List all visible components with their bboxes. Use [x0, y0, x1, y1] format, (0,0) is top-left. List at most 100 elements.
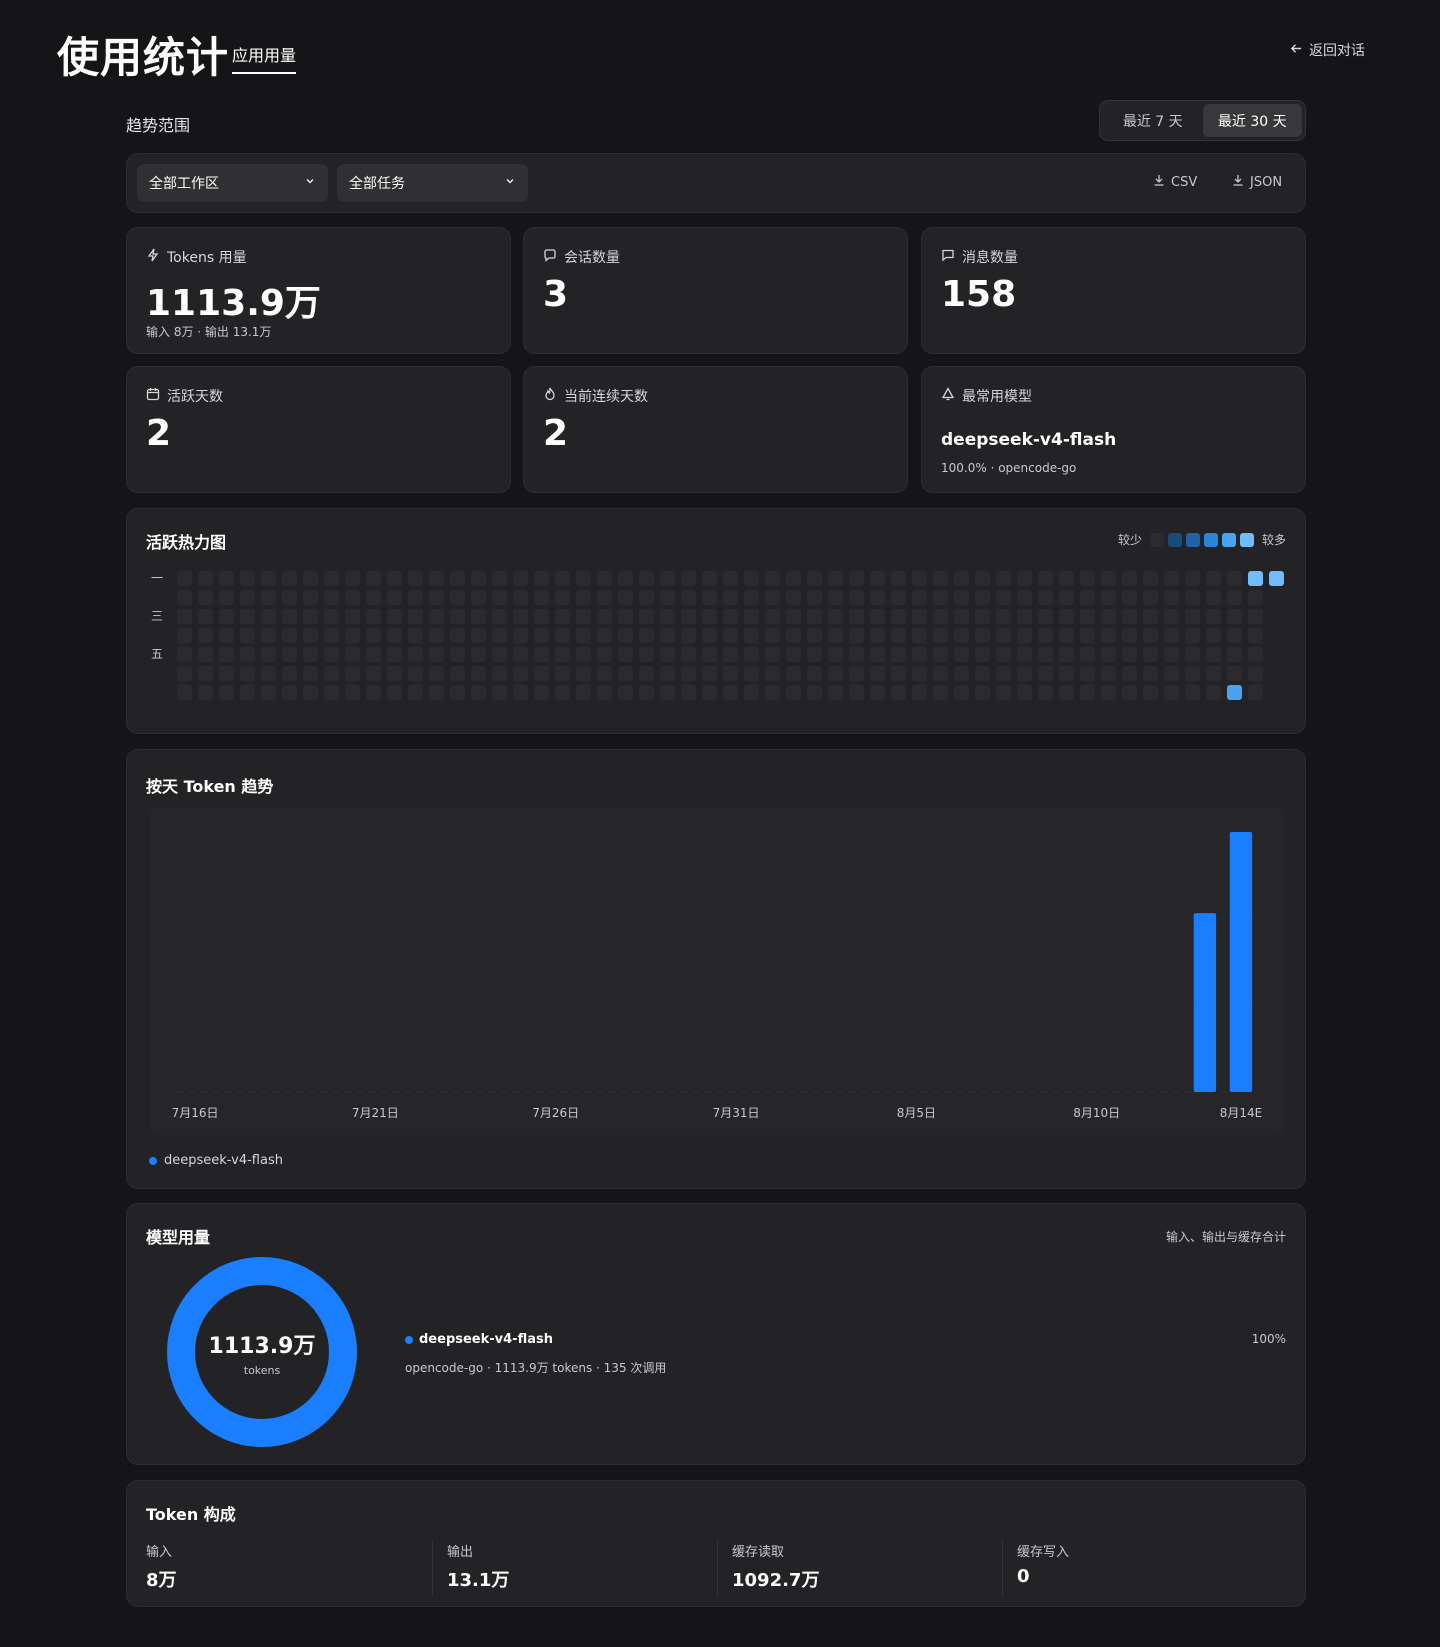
heatmap-cell[interactable] [1038, 685, 1053, 700]
heatmap-cell[interactable] [912, 590, 927, 605]
heatmap-cell[interactable] [1248, 571, 1263, 586]
heatmap-cell[interactable] [576, 628, 591, 643]
heatmap-cell[interactable] [219, 628, 234, 643]
heatmap-cell[interactable] [639, 647, 654, 662]
heatmap-cell[interactable] [366, 609, 381, 624]
heatmap-cell[interactable] [975, 609, 990, 624]
heatmap-cell[interactable] [534, 666, 549, 681]
heatmap-cell[interactable] [387, 666, 402, 681]
heatmap-cell[interactable] [576, 590, 591, 605]
heatmap-cell[interactable] [618, 628, 633, 643]
heatmap-cell[interactable] [1038, 609, 1053, 624]
heatmap-cell[interactable] [1269, 571, 1284, 586]
heatmap-cell[interactable] [849, 647, 864, 662]
heatmap-cell[interactable] [387, 590, 402, 605]
donut-slice[interactable] [167, 1257, 357, 1447]
heatmap-cell[interactable] [345, 628, 360, 643]
heatmap-cell[interactable] [1248, 685, 1263, 700]
heatmap-cell[interactable] [177, 647, 192, 662]
heatmap-cell[interactable] [1164, 666, 1179, 681]
heatmap-cell[interactable] [744, 571, 759, 586]
heatmap-cell[interactable] [1122, 666, 1137, 681]
heatmap-cell[interactable] [513, 590, 528, 605]
heatmap-cell[interactable] [639, 685, 654, 700]
heatmap-cell[interactable] [1038, 647, 1053, 662]
heatmap-cell[interactable] [975, 647, 990, 662]
heatmap-cell[interactable] [891, 666, 906, 681]
heatmap-cell[interactable] [954, 609, 969, 624]
heatmap-cell[interactable] [534, 628, 549, 643]
heatmap-cell[interactable] [1101, 666, 1116, 681]
heatmap-cell[interactable] [639, 666, 654, 681]
heatmap-cell[interactable] [1143, 609, 1158, 624]
heatmap-cell[interactable] [1206, 628, 1221, 643]
heatmap-cell[interactable] [366, 590, 381, 605]
heatmap-cell[interactable] [807, 685, 822, 700]
heatmap-cell[interactable] [702, 609, 717, 624]
heatmap-cell[interactable] [828, 685, 843, 700]
heatmap-cell[interactable] [975, 590, 990, 605]
heatmap-cell[interactable] [744, 685, 759, 700]
heatmap-cell[interactable] [408, 666, 423, 681]
heatmap-cell[interactable] [177, 685, 192, 700]
heatmap-cell[interactable] [450, 609, 465, 624]
heatmap-cell[interactable] [345, 666, 360, 681]
heatmap-cell[interactable] [639, 628, 654, 643]
heatmap-cell[interactable] [618, 666, 633, 681]
heatmap-cell[interactable] [681, 628, 696, 643]
chart-bar[interactable] [1193, 913, 1217, 1092]
heatmap-cell[interactable] [744, 609, 759, 624]
heatmap-cell[interactable] [891, 647, 906, 662]
heatmap-cell[interactable] [1164, 628, 1179, 643]
heatmap-cell[interactable] [912, 628, 927, 643]
heatmap-cell[interactable] [702, 571, 717, 586]
heatmap-cell[interactable] [1017, 628, 1032, 643]
heatmap-cell[interactable] [492, 666, 507, 681]
heatmap-cell[interactable] [891, 685, 906, 700]
heatmap-cell[interactable] [933, 609, 948, 624]
heatmap-cell[interactable] [996, 647, 1011, 662]
back-to-chat-link[interactable]: 返回对话 [1290, 40, 1365, 60]
heatmap-cell[interactable] [765, 571, 780, 586]
heatmap-cell[interactable] [1017, 666, 1032, 681]
heatmap-cell[interactable] [282, 628, 297, 643]
heatmap-cell[interactable] [1164, 571, 1179, 586]
heatmap-cell[interactable] [219, 666, 234, 681]
heatmap-cell[interactable] [261, 647, 276, 662]
heatmap-cell[interactable] [1017, 590, 1032, 605]
heatmap-cell[interactable] [261, 685, 276, 700]
heatmap-cell[interactable] [1101, 628, 1116, 643]
heatmap-cell[interactable] [1122, 609, 1137, 624]
heatmap-cell[interactable] [870, 685, 885, 700]
heatmap-cell[interactable] [1185, 666, 1200, 681]
heatmap-cell[interactable] [912, 571, 927, 586]
heatmap-cell[interactable] [828, 590, 843, 605]
heatmap-cell[interactable] [1017, 609, 1032, 624]
chart-bar[interactable] [1229, 832, 1253, 1092]
heatmap-cell[interactable] [303, 628, 318, 643]
heatmap-cell[interactable] [534, 571, 549, 586]
heatmap-cell[interactable] [1185, 571, 1200, 586]
heatmap-cell[interactable] [1122, 685, 1137, 700]
heatmap-cell[interactable] [1143, 571, 1158, 586]
heatmap-cell[interactable] [954, 685, 969, 700]
heatmap-cell[interactable] [618, 685, 633, 700]
heatmap-cell[interactable] [408, 685, 423, 700]
heatmap-cell[interactable] [513, 666, 528, 681]
heatmap-cell[interactable] [912, 609, 927, 624]
heatmap-cell[interactable] [1206, 609, 1221, 624]
heatmap-cell[interactable] [870, 590, 885, 605]
heatmap-cell[interactable] [618, 590, 633, 605]
heatmap-cell[interactable] [849, 609, 864, 624]
heatmap-cell[interactable] [324, 666, 339, 681]
heatmap-cell[interactable] [261, 628, 276, 643]
heatmap-cell[interactable] [492, 590, 507, 605]
heatmap-cell[interactable] [1038, 590, 1053, 605]
heatmap-cell[interactable] [1206, 685, 1221, 700]
heatmap-cell[interactable] [681, 647, 696, 662]
heatmap-cell[interactable] [261, 590, 276, 605]
heatmap-cell[interactable] [765, 609, 780, 624]
heatmap-cell[interactable] [1059, 628, 1074, 643]
heatmap-cell[interactable] [240, 685, 255, 700]
heatmap-cell[interactable] [366, 647, 381, 662]
